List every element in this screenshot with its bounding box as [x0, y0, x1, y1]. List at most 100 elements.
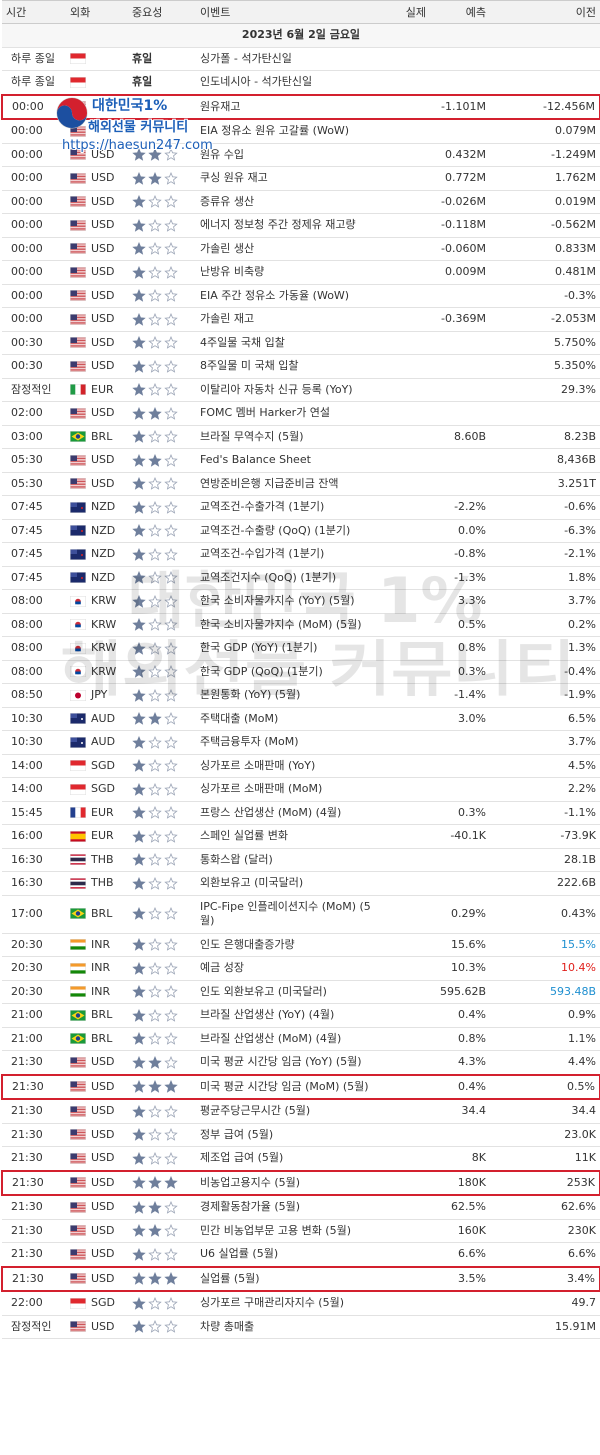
flag-part — [70, 1110, 86, 1111]
flag-part — [70, 1177, 77, 1183]
flag-part — [70, 736, 86, 748]
star — [132, 147, 146, 161]
previous: 6.5% — [490, 707, 600, 731]
forecast: -0.026M — [430, 190, 490, 214]
flag-part — [70, 1207, 86, 1209]
flag-part — [70, 128, 86, 130]
importance — [128, 566, 196, 590]
flag-part — [75, 807, 81, 818]
stars — [132, 1223, 178, 1237]
currency-code: BRL — [91, 1008, 113, 1021]
importance — [128, 848, 196, 872]
star — [132, 382, 146, 396]
previous: 1.1% — [490, 1027, 600, 1051]
star — [164, 711, 178, 725]
flag-part — [70, 1161, 86, 1163]
currency: USD — [66, 1050, 128, 1075]
event-row: 21:30 USD 경제활동참가율 (5월) 62.5% 62.6% — [2, 1195, 600, 1220]
event-row: 07:45 NZD 교역조건-수입가격 (1분기) -0.8% -2.1% — [2, 542, 600, 567]
flag-part — [70, 1152, 77, 1159]
star — [164, 758, 178, 772]
forecast: 15.6% — [430, 933, 490, 957]
flag-part — [70, 152, 86, 153]
forecast — [430, 119, 490, 144]
previous: 0.5% — [490, 1073, 600, 1100]
currency-code: USD — [91, 1055, 115, 1068]
currency-code: USD — [91, 1104, 115, 1117]
flag-part — [70, 1325, 86, 1327]
flag — [70, 962, 86, 974]
currency-code: USD — [91, 171, 115, 184]
star — [148, 1127, 162, 1141]
stars — [132, 984, 178, 998]
flag-part — [70, 1136, 86, 1138]
star — [148, 664, 162, 678]
previous: -0.3% — [490, 284, 600, 308]
time: 03:00 — [2, 425, 66, 449]
flag-border — [70, 266, 86, 278]
flag-part — [70, 219, 77, 226]
stars — [132, 429, 178, 443]
stars — [132, 1127, 178, 1141]
forecast — [430, 1315, 490, 1339]
event: 8주일물 미 국채 입찰 — [196, 354, 394, 379]
event: 외환보유고 (미국달러) — [196, 871, 394, 896]
event-row: 16:30 THB 통화스왑 (달러) 28.1B — [2, 848, 600, 872]
flag-border — [70, 1056, 86, 1068]
flag-part — [70, 1059, 86, 1061]
previous: 5.750% — [490, 331, 600, 355]
time: 21:30 — [2, 1123, 66, 1147]
flag-part — [70, 360, 77, 367]
flag — [70, 986, 86, 998]
actual — [394, 980, 430, 1004]
currency: NZD — [66, 542, 128, 567]
currency-code: AUD — [91, 735, 116, 748]
importance — [128, 448, 196, 473]
flag-part — [70, 156, 86, 158]
currency: KRW — [66, 636, 128, 661]
flag-part — [70, 1280, 86, 1282]
flag-part — [70, 525, 77, 530]
star — [132, 453, 146, 467]
importance — [128, 683, 196, 708]
star — [164, 1055, 178, 1069]
previous: 3.4% — [490, 1265, 600, 1292]
flag-part — [70, 807, 76, 818]
flag — [70, 360, 86, 372]
previous: -0.562M — [490, 213, 600, 238]
flag-part — [70, 149, 77, 155]
star — [164, 617, 178, 631]
flag-part — [81, 553, 83, 556]
currency-code: KRW — [91, 594, 117, 607]
actual — [394, 237, 430, 261]
time: 07:45 — [2, 542, 66, 567]
event-row: 03:00 BRL 브라질 무역수지 (5월) 8.60B 8.23B — [2, 425, 600, 449]
flag-part — [70, 321, 86, 323]
actual — [394, 848, 430, 872]
flag — [70, 619, 86, 630]
previous: 4.5% — [490, 754, 600, 778]
star — [132, 961, 146, 975]
currency-code: USD — [91, 312, 115, 325]
star — [148, 453, 162, 467]
stars — [132, 1319, 178, 1333]
currency: NZD — [66, 566, 128, 590]
actual — [394, 636, 430, 661]
star — [148, 1055, 162, 1069]
importance — [128, 730, 196, 755]
flag-part — [70, 416, 86, 418]
event: 가솔린 생산 — [196, 237, 394, 261]
flag — [70, 1105, 86, 1117]
flag-part — [70, 200, 86, 202]
time: 16:30 — [2, 848, 66, 872]
time: 00:30 — [2, 354, 66, 379]
previous: 28.1B — [490, 848, 600, 872]
forecast: -0.118M — [430, 213, 490, 238]
forecast — [430, 378, 490, 402]
currency: EUR — [66, 824, 128, 849]
flag — [70, 454, 86, 466]
star — [148, 406, 162, 420]
forecast — [430, 754, 490, 778]
stars — [132, 359, 178, 373]
flag-border — [70, 713, 86, 724]
